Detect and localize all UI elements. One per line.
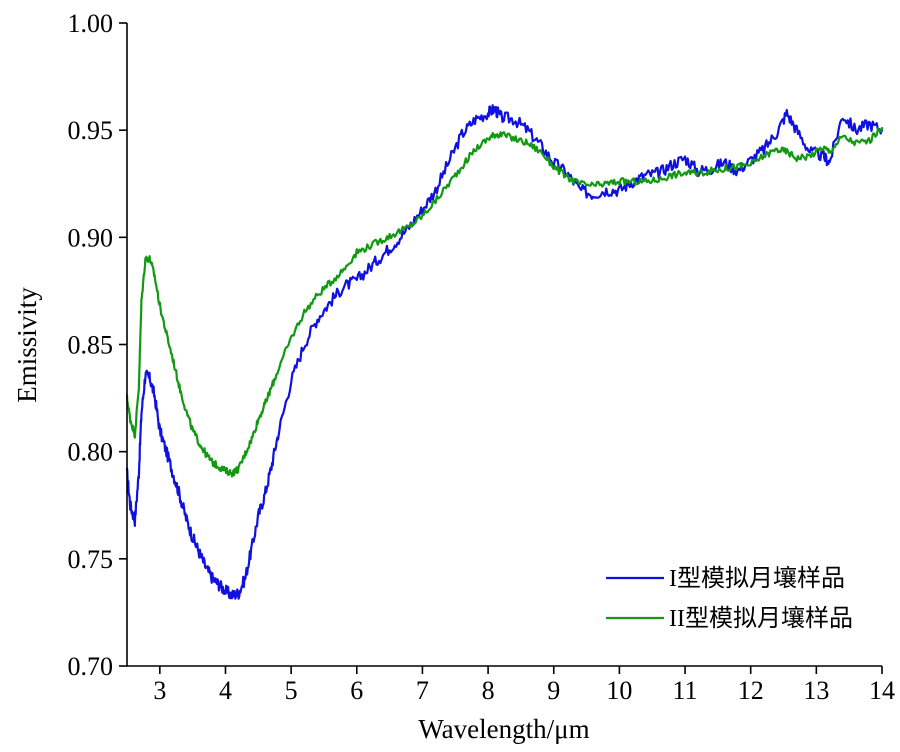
- x-tick-label: 14: [869, 676, 895, 705]
- y-tick-label: 0.75: [68, 545, 114, 574]
- x-axis-title: Wavelength/μm: [418, 714, 589, 744]
- x-tick-label: 5: [285, 676, 298, 705]
- y-ticks: 0.70 0.75 0.80 0.85 0.90 0.95 1.00: [68, 9, 127, 681]
- legend-label-series-2: II型模拟月壤样品: [669, 605, 853, 632]
- y-tick-label: 0.80: [68, 438, 114, 467]
- y-tick-label: 1.00: [68, 9, 114, 38]
- y-tick-label: 0.95: [68, 116, 114, 145]
- x-tick-label: 4: [219, 676, 232, 705]
- x-tick-label: 11: [673, 676, 698, 705]
- series-line-1: [125, 104, 884, 600]
- legend-label-series-1: I型模拟月壤样品: [669, 565, 845, 592]
- series-line-2: [125, 126, 884, 478]
- y-tick-label: 0.85: [68, 331, 114, 360]
- x-tick-label: 13: [803, 676, 829, 705]
- y-tick-label: 0.90: [68, 223, 114, 252]
- series-layer: [125, 104, 884, 600]
- x-tick-label: 3: [153, 676, 166, 705]
- x-tick-label: 7: [416, 676, 429, 705]
- x-tick-label: 10: [606, 676, 632, 705]
- x-tick-label: 8: [482, 676, 495, 705]
- x-tick-label: 9: [547, 676, 560, 705]
- x-tick-label: 12: [738, 676, 764, 705]
- x-tick-label: 6: [350, 676, 363, 705]
- legend: I型模拟月壤样品 II型模拟月壤样品: [606, 565, 853, 632]
- y-axis-title: Emissivity: [12, 287, 42, 403]
- x-ticks: 3 4 5 6 7 8 9 10 11 12 13 14: [153, 666, 895, 705]
- y-tick-label: 0.70: [68, 652, 114, 681]
